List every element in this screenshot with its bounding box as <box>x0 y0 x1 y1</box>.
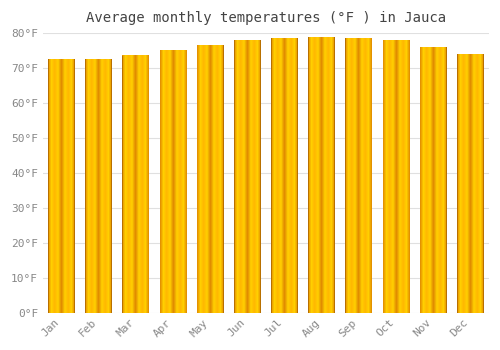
Bar <box>382 41 384 313</box>
Bar <box>271 38 272 313</box>
Bar <box>483 54 484 313</box>
Bar <box>74 59 75 313</box>
Bar <box>297 38 298 313</box>
Bar <box>122 56 123 313</box>
Bar <box>457 54 458 313</box>
Bar <box>334 37 335 313</box>
Bar <box>148 56 149 313</box>
Bar <box>48 59 49 313</box>
Bar <box>223 45 224 313</box>
Bar <box>408 41 410 313</box>
Bar <box>197 45 198 313</box>
Title: Average monthly temperatures (°F ) in Jauca: Average monthly temperatures (°F ) in Ja… <box>86 11 446 25</box>
Bar <box>308 37 309 313</box>
